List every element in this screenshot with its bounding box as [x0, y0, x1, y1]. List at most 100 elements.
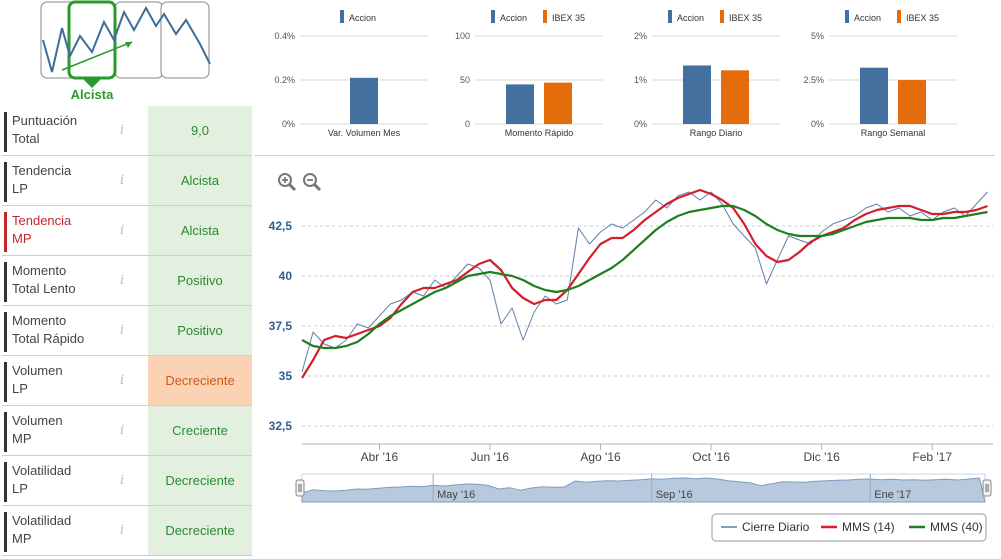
mini-tick-label: 1%	[634, 75, 647, 85]
legend-label: Accion	[677, 13, 704, 23]
row-divider	[2, 555, 252, 556]
indicator-label-line2: LP	[12, 481, 28, 496]
indicator-value: Alcista	[148, 156, 252, 205]
legend-label: Accion	[854, 13, 881, 23]
indicator-panel: Alcista Puntuación Total i 9,0 Tendencia LP i A…	[0, 0, 255, 556]
info-icon[interactable]: i	[120, 473, 125, 488]
trend-thumbnails	[40, 0, 211, 88]
row-divider	[2, 405, 252, 406]
y-tick-label: 32,5	[269, 419, 293, 433]
indicator-label: Tendencia MP	[4, 212, 154, 252]
y-tick-label: 40	[279, 269, 293, 283]
row-divider	[2, 305, 252, 306]
trend-selector: Alcista	[0, 0, 255, 106]
indicator-label-line2: Total Lento	[12, 281, 76, 296]
x-tick-label: Dic '16	[803, 450, 840, 464]
indicator-row: Tendencia MP i Alcista	[0, 206, 252, 256]
legend-swatch	[491, 10, 495, 23]
indicator-label-line1: Momento	[12, 263, 67, 278]
trend-sample-line	[42, 5, 211, 73]
mini-tick-label: 5%	[811, 31, 824, 41]
info-icon[interactable]: i	[120, 123, 125, 138]
indicator-label: Volumen LP	[4, 362, 154, 402]
mini-chart-title: Rango Semanal	[861, 128, 926, 138]
trend-thumb-4[interactable]	[160, 1, 210, 79]
mini-bar	[683, 65, 711, 124]
top-divider	[255, 155, 995, 156]
mini-tick-label: 50	[460, 75, 470, 85]
main-legend-label: MMS (14)	[842, 520, 895, 534]
trend-pointer	[82, 78, 102, 88]
info-icon[interactable]: i	[120, 273, 125, 288]
navigator-handle-box	[982, 479, 992, 497]
indicator-row: Volatilidad LP i Decreciente	[0, 456, 252, 506]
legend-swatch	[668, 10, 672, 23]
indicator-label: Puntuación Total	[4, 112, 154, 152]
navigator-handle[interactable]	[295, 479, 305, 497]
mini-bar	[506, 84, 534, 124]
info-icon[interactable]: i	[120, 223, 125, 238]
info-icon[interactable]: i	[120, 323, 125, 338]
x-tick-label: Feb '17	[912, 450, 952, 464]
indicator-row: Momento Total Rápido i Positivo	[0, 306, 252, 356]
indicator-label-line1: Momento	[12, 313, 67, 328]
info-icon[interactable]: i	[120, 373, 125, 388]
navigator-area	[301, 477, 986, 503]
legend-swatch	[720, 10, 724, 23]
indicator-label-line1: Volumen	[12, 363, 63, 378]
main-legend-label: MMS (40)	[930, 520, 983, 534]
x-tick-label: Oct '16	[692, 450, 730, 464]
indicator-label-line2: MP	[12, 531, 32, 546]
x-tick-label: Jun '16	[471, 450, 510, 464]
indicator-row: Volumen MP i Creciente	[0, 406, 252, 456]
legend-label: IBEX 35	[729, 13, 762, 23]
x-tick-label: Abr '16	[361, 450, 399, 464]
indicator-label-line2: LP	[12, 381, 28, 396]
trend-thumb-selected[interactable]	[67, 0, 117, 80]
indicator-value: Alcista	[148, 206, 252, 255]
navigator-label: Sep '16	[656, 489, 693, 501]
y-tick-label: 35	[279, 369, 293, 383]
y-tick-label: 42,5	[269, 219, 293, 233]
info-icon[interactable]: i	[120, 423, 125, 438]
mini-tick-label: 0%	[634, 119, 647, 129]
zoom-in-icon[interactable]	[277, 172, 297, 192]
navigator-label: May '16	[437, 489, 475, 501]
indicator-label-line1: Tendencia	[12, 163, 72, 178]
mini-bar	[544, 82, 572, 124]
mini-tick-label: 0%	[811, 119, 824, 129]
price-chart: 42,5 40 37,5 35 32,5 Abr '16 Jun '16 Ago '16 Oct…	[269, 188, 993, 542]
mini-bar	[350, 77, 378, 124]
main-legend-label: Cierre Diario	[742, 520, 810, 534]
indicator-label: Momento Total Lento	[4, 262, 154, 302]
mini-chart: 2% 1% 0% Accion IBEX 35 Rango Diario	[634, 10, 780, 138]
row-divider	[2, 205, 252, 206]
mini-bar	[860, 67, 888, 124]
legend-swatch	[340, 10, 344, 23]
row-divider	[2, 155, 252, 156]
mini-tick-label: 0.4%	[274, 31, 295, 41]
series-line	[301, 191, 988, 373]
indicator-label-line2: Total	[12, 131, 40, 146]
trend-label: Alcista	[70, 87, 114, 102]
navigator-handle[interactable]	[982, 479, 992, 497]
series-line	[301, 188, 988, 379]
legend-swatch	[543, 10, 547, 23]
indicator-label-line1: Volumen	[12, 413, 63, 428]
info-icon[interactable]: i	[120, 523, 125, 538]
indicator-row: Momento Total Lento i Positivo	[0, 256, 252, 306]
zoom-out-icon[interactable]	[302, 172, 322, 192]
indicator-label: Momento Total Rápido	[4, 312, 154, 352]
row-divider	[2, 255, 252, 256]
mini-chart-title: Var. Volumen Mes	[328, 128, 401, 138]
trend-thumb-3[interactable]	[114, 1, 164, 79]
indicator-value: Positivo	[148, 306, 252, 355]
indicator-row: Volumen LP i Decreciente	[0, 356, 252, 406]
info-icon[interactable]: i	[120, 173, 125, 188]
x-tick-label: Ago '16	[580, 450, 621, 464]
main-legend: Cierre Diario MMS (14) MMS (40)	[711, 513, 987, 542]
series-line	[301, 204, 988, 350]
indicator-label-line2: LP	[12, 181, 28, 196]
legend-label: Accion	[500, 13, 527, 23]
row-divider	[2, 505, 252, 506]
